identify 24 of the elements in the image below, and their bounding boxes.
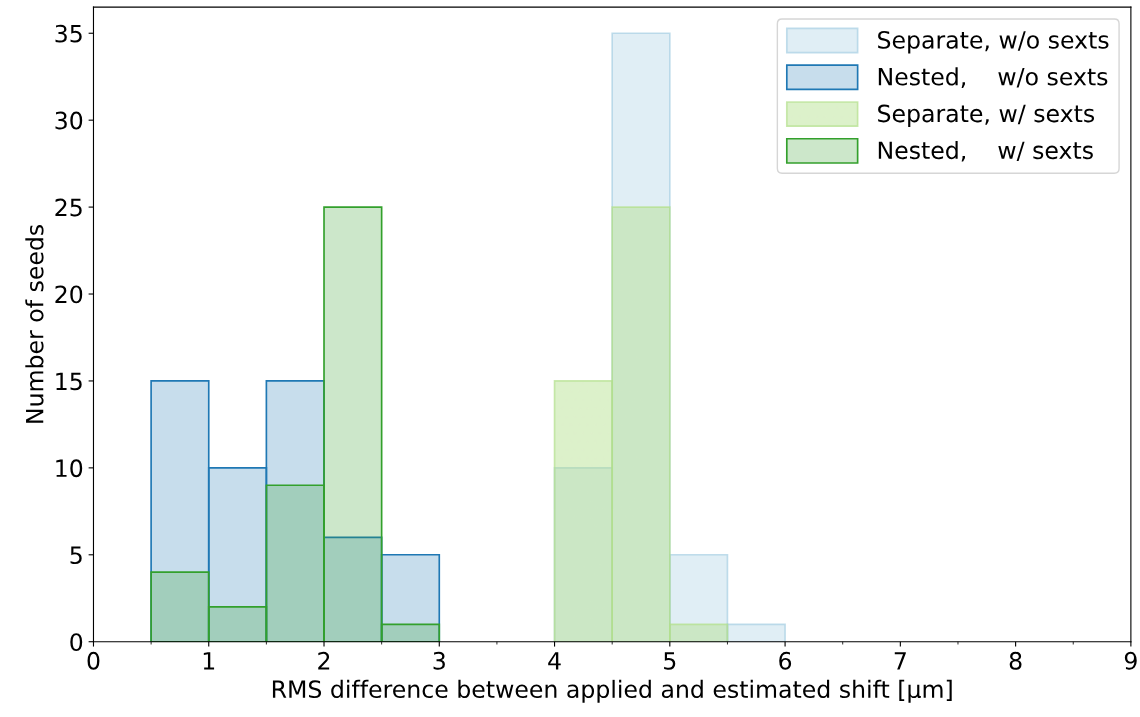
- x-tick-label: 1: [203, 652, 215, 670]
- x-tick-label: 0: [87, 651, 100, 670]
- y-tick-label: 30: [55, 111, 83, 130]
- x-tick-label: 5: [664, 652, 676, 670]
- x-tick-label: 7: [894, 652, 906, 670]
- x-tick-label: 6: [779, 651, 792, 670]
- x-axis-title: RMS difference between applied and estimated shift [µm]: [272, 679, 952, 703]
- y-tick-label: 5: [70, 546, 82, 565]
- y-tick-label: 35: [55, 24, 82, 43]
- legend-label: Nested, w/ sexts: [878, 140, 1093, 162]
- x-tick-label: 3: [433, 651, 445, 670]
- legend-label: Nested, w/o sexts: [878, 67, 1108, 89]
- y-tick-label: 0: [70, 633, 83, 652]
- legend-label: Separate, w/ sexts: [878, 104, 1095, 127]
- y-tick-label: 20: [55, 285, 83, 304]
- y-tick-label: 10: [56, 459, 83, 478]
- y-tick-label: 25: [55, 198, 82, 217]
- legend-label: Separate, w/o sexts: [878, 30, 1109, 54]
- x-tick-label: 2: [318, 651, 330, 670]
- x-tick-label: 8: [1009, 651, 1022, 670]
- y-axis-title: Number of seeds: [25, 224, 44, 423]
- y-tick-label: 15: [56, 372, 82, 391]
- x-tick-label: 9: [1124, 651, 1137, 670]
- x-tick-label: 4: [548, 652, 561, 670]
